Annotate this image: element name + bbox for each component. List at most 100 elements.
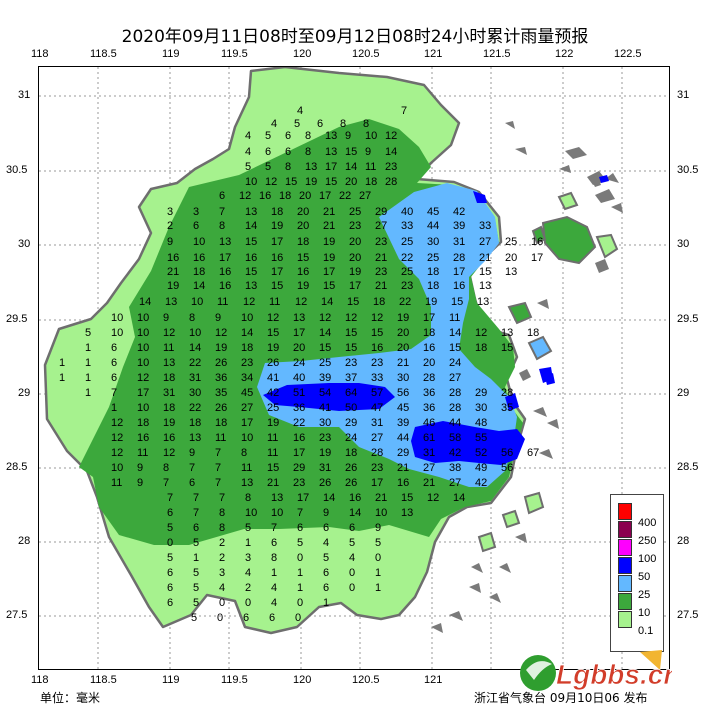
station-value: 44 — [397, 432, 409, 444]
lat-tick-left: 31 — [18, 89, 31, 101]
station-value: 7 — [111, 387, 117, 399]
station-value: 4 — [245, 146, 251, 158]
station-value: 31 — [319, 462, 331, 474]
station-value: 23 — [401, 280, 413, 292]
lon-tick-top: 119.5 — [221, 48, 248, 60]
station-value: 0 — [245, 597, 251, 609]
station-value: 1 — [297, 567, 303, 579]
station-value: 12 — [427, 492, 439, 504]
station-value: 17 — [241, 417, 253, 429]
station-value: 15 — [345, 146, 357, 158]
station-value: 1 — [85, 342, 91, 354]
station-value: 15 — [245, 236, 257, 248]
station-value: 28 — [453, 252, 465, 264]
station-value: 42 — [475, 477, 487, 489]
station-value: 16 — [137, 432, 149, 444]
station-value: 5 — [349, 537, 355, 549]
station-value: 20 — [293, 342, 305, 354]
station-value: 13 — [501, 327, 513, 339]
legend-label: 100 — [638, 553, 657, 565]
station-value: 24 — [293, 357, 305, 369]
station-value: 12 — [475, 327, 487, 339]
station-value: 19 — [425, 296, 437, 308]
station-value: 10 — [375, 507, 387, 519]
station-value: 11 — [215, 432, 226, 444]
station-value: 1 — [375, 582, 381, 594]
station-value: 18 — [215, 417, 227, 429]
station-value: 26 — [267, 357, 279, 369]
station-value: 18 — [163, 402, 175, 414]
station-value: 10 — [111, 327, 123, 339]
station-value: 16 — [167, 252, 179, 264]
station-value: 23 — [371, 462, 383, 474]
station-value: 14 — [345, 161, 357, 173]
lon-tick-top: 118 — [31, 48, 49, 60]
station-value: 8 — [241, 447, 247, 459]
station-value: 1 — [111, 402, 117, 414]
station-value: 11 — [217, 296, 228, 308]
lon-tick-top: 120 — [293, 48, 312, 60]
station-value: 8 — [219, 522, 225, 534]
station-value: 12 — [239, 190, 251, 202]
legend: 400 250 100 50 25 10 0.1 — [610, 494, 664, 652]
station-value: 1 — [59, 372, 65, 384]
station-value: 13 — [219, 236, 231, 248]
station-value: 15 — [319, 342, 331, 354]
station-value: 13 — [293, 312, 305, 324]
legend-swatch-100 — [618, 539, 632, 556]
station-value: 5 — [193, 597, 199, 609]
station-value: 8 — [305, 130, 311, 142]
station-value: 17 — [325, 161, 337, 173]
station-value: 12 — [345, 312, 357, 324]
station-value: 22 — [189, 402, 201, 414]
station-value: 42 — [449, 447, 461, 459]
station-value: 33 — [371, 372, 383, 384]
station-value: 37 — [345, 372, 357, 384]
station-value: 27 — [423, 462, 435, 474]
station-value: 33 — [401, 220, 413, 232]
station-value: 29 — [475, 387, 487, 399]
station-value: 18 — [279, 190, 291, 202]
scattered-islands — [431, 121, 623, 633]
station-value: 34 — [241, 372, 253, 384]
station-value: 49 — [475, 462, 487, 474]
station-value: 23 — [293, 477, 305, 489]
station-value: 5 — [265, 130, 271, 142]
station-value: 12 — [385, 130, 397, 142]
station-value: 42 — [453, 206, 465, 218]
station-value: 6 — [265, 146, 271, 158]
station-value: 20 — [397, 342, 409, 354]
station-value: 10 — [365, 130, 377, 142]
station-value: 17 — [297, 492, 309, 504]
station-value: 5 — [167, 522, 173, 534]
station-value: 23 — [241, 357, 253, 369]
legend-swatch-25 — [618, 575, 632, 592]
station-value: 3 — [193, 206, 199, 218]
station-value: 16 — [371, 342, 383, 354]
station-value: 19 — [267, 417, 279, 429]
station-value: 1 — [85, 372, 91, 384]
station-value: 45 — [397, 402, 409, 414]
lon-tick-top: 121.5 — [483, 48, 511, 60]
station-value: 6 — [285, 130, 291, 142]
lon-tick-top: 118.5 — [90, 48, 117, 60]
station-value: 58 — [449, 432, 461, 444]
lat-tick-right: 30.5 — [677, 164, 699, 176]
station-value: 57 — [371, 387, 383, 399]
station-value: 18 — [475, 342, 487, 354]
station-value: 14 — [323, 492, 335, 504]
small-blue-island — [599, 175, 609, 183]
station-value: 18 — [423, 327, 435, 339]
station-value: 5 — [167, 552, 173, 564]
lat-tick-right: 27.5 — [677, 609, 699, 621]
station-value: 6 — [193, 220, 199, 232]
station-value: 5 — [85, 327, 91, 339]
station-value: 36 — [215, 372, 227, 384]
station-value: 21 — [323, 206, 335, 218]
station-value: 18 — [241, 342, 253, 354]
station-value: 6 — [269, 612, 275, 624]
station-value: 8 — [271, 552, 277, 564]
station-value: 15 — [479, 266, 491, 278]
station-value: 18 — [189, 417, 201, 429]
station-value: 7 — [189, 462, 195, 474]
